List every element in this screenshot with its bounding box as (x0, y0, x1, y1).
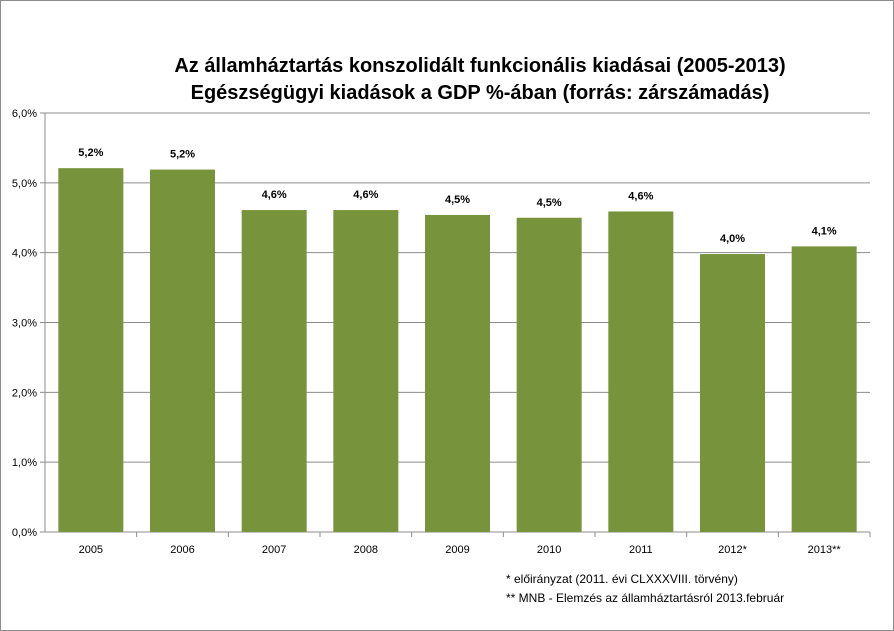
bar (333, 210, 399, 532)
y-tick-label: 6,0% (12, 108, 37, 120)
x-tick-label: 2007 (262, 544, 286, 556)
y-tick-label: 2,0% (12, 387, 37, 399)
x-tick-label: 2006 (170, 544, 194, 556)
x-tick-label: 2012* (718, 544, 747, 556)
x-tick-label: 2008 (354, 544, 378, 556)
y-tick-label: 4,0% (12, 248, 37, 260)
y-tick-label: 3,0% (12, 318, 37, 330)
data-label: 4,5% (445, 194, 470, 206)
bar (700, 254, 765, 532)
y-tick-label: 1,0% (12, 457, 37, 469)
bar (150, 169, 215, 532)
data-label: 4,6% (262, 189, 287, 201)
data-label: 4,0% (720, 233, 745, 245)
footnote-1: * előirányzat (2011. évi CLXXXVIII. törv… (506, 572, 738, 586)
data-label: 5,2% (170, 149, 195, 161)
bar (58, 168, 124, 532)
bar (241, 210, 307, 532)
chart-subtitle: Egészségügyi kiadások a GDP %-ában (forr… (190, 82, 770, 104)
data-label: 5,2% (78, 147, 103, 159)
data-label: 4,6% (353, 189, 378, 201)
data-label: 4,5% (537, 197, 562, 209)
x-tick-label: 2005 (79, 544, 103, 556)
bar (516, 217, 582, 532)
bar (425, 214, 490, 532)
y-tick-label: 5,0% (12, 178, 37, 190)
x-tick-label: 2010 (537, 544, 561, 556)
x-tick-label: 2013** (808, 544, 842, 556)
footnote-2: ** MNB - Elemzés az államháztartásról 20… (506, 591, 785, 605)
y-tick-label: 0,0% (12, 527, 37, 539)
data-label: 4,6% (628, 190, 653, 202)
bar (608, 211, 674, 532)
chart-title: Az államháztartás konszolidált funkcioná… (174, 55, 786, 77)
bar (791, 246, 857, 533)
x-tick-label: 2009 (445, 544, 469, 556)
x-tick-label: 2011 (629, 544, 653, 556)
data-label: 4,1% (812, 225, 837, 237)
